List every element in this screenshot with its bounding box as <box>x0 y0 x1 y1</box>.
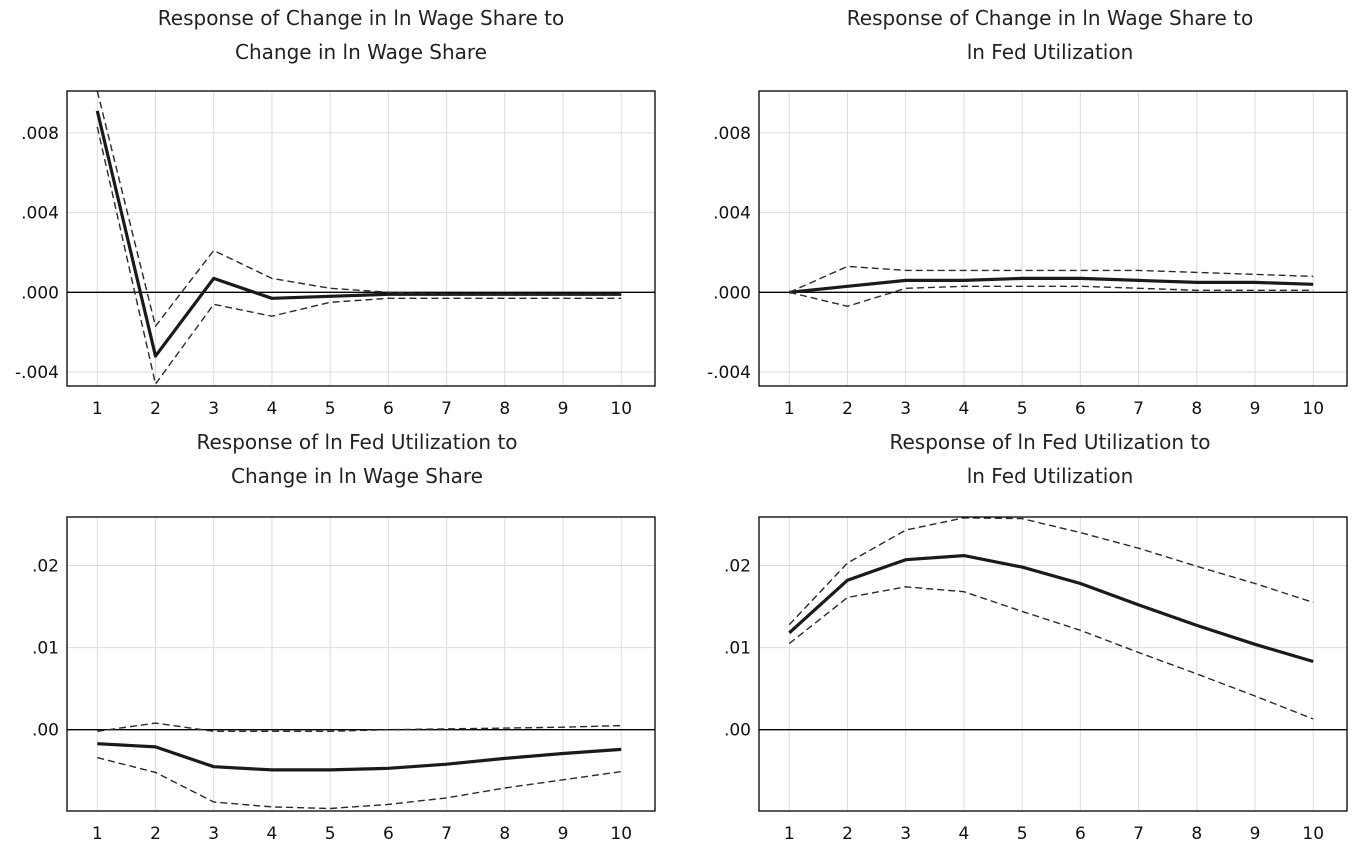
y-tick-label: .004 <box>713 204 751 224</box>
response-line <box>788 553 1314 664</box>
x-tick-label: 1 <box>784 824 795 844</box>
y-tick-label: .02 <box>32 556 59 576</box>
x-tick-label: 8 <box>499 399 510 419</box>
y-tick-label: .000 <box>21 283 59 303</box>
lower-band-line <box>96 126 622 385</box>
x-tick-label: 3 <box>900 824 911 844</box>
chart-title-line: Response of Change in ln Wage Share to <box>847 6 1253 30</box>
x-tick-label: 4 <box>959 824 970 844</box>
plot-frame <box>758 516 1348 812</box>
x-tick-label: 6 <box>383 824 394 844</box>
x-tick-label: 6 <box>383 399 394 419</box>
response-line <box>95 110 622 358</box>
x-tick-label: 1 <box>784 399 795 419</box>
y-tick-label: .02 <box>724 556 751 576</box>
y-tick-label: .008 <box>713 124 751 144</box>
chart-panel-1: Response of Change in ln Wage Share to Ch… <box>15 6 656 419</box>
x-tick-label: 9 <box>1250 824 1261 844</box>
response-line <box>789 276 1314 294</box>
chart-panel-2: Response of Change in ln Wage Share to ln… <box>707 6 1348 419</box>
x-tick-label: 4 <box>267 399 278 419</box>
x-tick-label: 4 <box>959 399 970 419</box>
chart-title-line: ln Fed Utilization <box>967 40 1134 64</box>
x-tick-label: 9 <box>558 399 569 419</box>
y-tick-label: .008 <box>21 124 59 144</box>
x-tick-label: 2 <box>842 824 853 844</box>
x-tick-label: 6 <box>1075 399 1086 419</box>
y-tick-label: .004 <box>21 204 59 224</box>
y-tick-label: -.004 <box>707 363 751 383</box>
x-tick-label: 10 <box>1302 824 1324 844</box>
upper-band-line <box>788 517 1314 626</box>
y-tick-label: -.004 <box>15 363 59 383</box>
x-tick-label: 7 <box>1133 399 1144 419</box>
x-tick-label: 7 <box>441 824 452 844</box>
x-tick-label: 2 <box>150 824 161 844</box>
chart-title-line: Change in ln Wage Share <box>235 40 487 64</box>
chart-panel-4: Response of ln Fed Utilization to ln Fed … <box>724 430 1348 844</box>
x-tick-label: 4 <box>267 824 278 844</box>
x-tick-label: 2 <box>150 399 161 419</box>
lower-band-line <box>789 285 1314 307</box>
response-line <box>97 742 622 772</box>
chart-title-line: Response of ln Fed Utilization to <box>889 430 1210 454</box>
lower-band-line <box>788 586 1314 720</box>
x-tick-label: 9 <box>1250 399 1261 419</box>
x-tick-label: 8 <box>499 824 510 844</box>
x-tick-label: 5 <box>1017 399 1028 419</box>
chart-title-line: Response of Change in ln Wage Share to <box>158 6 564 30</box>
plot-frame <box>66 90 656 387</box>
x-tick-label: 10 <box>610 824 632 844</box>
x-tick-label: 3 <box>208 399 219 419</box>
chart-title-line: ln Fed Utilization <box>967 464 1134 488</box>
upper-band-line <box>789 265 1314 293</box>
x-tick-label: 8 <box>1191 399 1202 419</box>
upper-band-line <box>96 90 622 327</box>
x-tick-label: 2 <box>842 399 853 419</box>
chart-title-line: Response of ln Fed Utilization to <box>196 430 517 454</box>
x-tick-label: 1 <box>92 399 103 419</box>
x-tick-label: 3 <box>208 824 219 844</box>
y-tick-label: .000 <box>713 283 751 303</box>
x-tick-label: 10 <box>1302 399 1324 419</box>
plot-frame <box>66 516 656 812</box>
x-tick-label: 7 <box>1133 824 1144 844</box>
x-tick-label: 5 <box>325 824 336 844</box>
lower-band-line <box>97 756 622 810</box>
x-tick-label: 5 <box>1017 824 1028 844</box>
x-tick-label: 7 <box>441 399 452 419</box>
x-tick-label: 8 <box>1191 824 1202 844</box>
plot-frame <box>758 90 1348 387</box>
x-tick-label: 3 <box>900 399 911 419</box>
x-tick-label: 6 <box>1075 824 1086 844</box>
x-tick-label: 9 <box>558 824 569 844</box>
y-tick-label: .01 <box>32 639 59 659</box>
chart-panel-3: Response of ln Fed Utilization to Change … <box>32 430 656 844</box>
chart-title-line: Change in ln Wage Share <box>231 464 483 488</box>
y-tick-label: .00 <box>32 721 59 741</box>
x-tick-label: 5 <box>325 399 336 419</box>
x-tick-label: 1 <box>92 824 103 844</box>
y-tick-label: .00 <box>724 721 751 741</box>
upper-band-line <box>97 722 622 732</box>
x-tick-label: 10 <box>610 399 632 419</box>
y-tick-label: .01 <box>724 639 751 659</box>
